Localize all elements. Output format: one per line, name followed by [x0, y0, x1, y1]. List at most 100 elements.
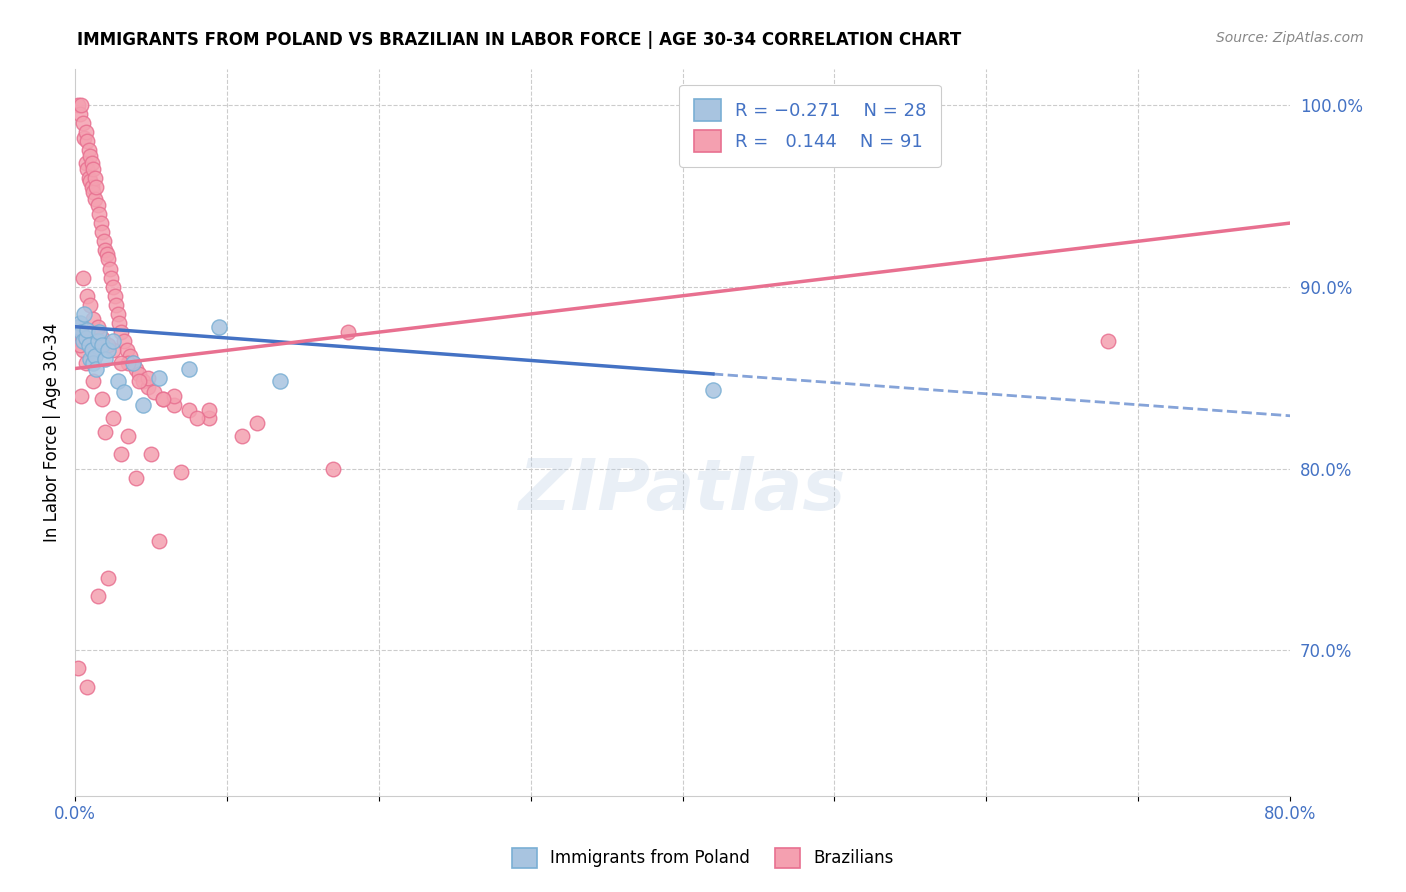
Point: [69, 338, 91, 352]
Point: [117, 356, 139, 370]
Point: [128, 367, 150, 381]
Point: [152, 392, 174, 407]
Point: [82, 312, 104, 326]
Point: [69, 316, 91, 330]
Point: [110, 447, 132, 461]
Point: [70, 389, 93, 403]
Point: [322, 461, 344, 475]
Point: [170, 465, 193, 479]
Point: [69, 325, 91, 339]
Point: [84, 361, 107, 376]
Legend: R = −0.271    N = 28, R =   0.144    N = 91: R = −0.271 N = 28, R = 0.144 N = 91: [679, 85, 941, 167]
Point: [197, 410, 219, 425]
Point: [101, 410, 124, 425]
Point: [82, 356, 104, 370]
Point: [197, 403, 219, 417]
Point: [91, 225, 114, 239]
Point: [132, 398, 155, 412]
Legend: Immigrants from Poland, Brazilians: Immigrants from Poland, Brazilians: [505, 841, 901, 875]
Point: [148, 370, 170, 384]
Point: [101, 343, 124, 358]
Point: [77, 170, 100, 185]
Point: [93, 234, 115, 248]
Point: [79, 174, 101, 188]
Point: [91, 338, 114, 352]
Point: [94, 425, 117, 439]
Point: [73, 307, 96, 321]
Point: [91, 392, 114, 407]
Point: [1097, 334, 1119, 349]
Point: [269, 374, 291, 388]
Point: [121, 356, 143, 370]
Point: [87, 198, 110, 212]
Point: [72, 334, 94, 349]
Point: [128, 374, 150, 388]
Point: [89, 325, 111, 339]
Point: [70, 334, 93, 349]
Point: [87, 319, 110, 334]
Point: [70, 98, 93, 112]
Point: [87, 589, 110, 603]
Point: [107, 374, 129, 388]
Point: [98, 261, 121, 276]
Point: [91, 330, 114, 344]
Point: [77, 338, 100, 352]
Text: Source: ZipAtlas.com: Source: ZipAtlas.com: [1216, 31, 1364, 45]
Point: [80, 343, 103, 358]
Point: [103, 289, 125, 303]
Point: [76, 680, 98, 694]
Point: [83, 170, 105, 185]
Point: [79, 298, 101, 312]
Point: [84, 179, 107, 194]
Point: [118, 349, 141, 363]
Point: [83, 349, 105, 363]
Point: [702, 384, 724, 398]
Point: [136, 370, 159, 384]
Point: [148, 534, 170, 549]
Point: [117, 429, 139, 443]
Point: [69, 107, 91, 121]
Point: [77, 144, 100, 158]
Point: [100, 270, 122, 285]
Point: [112, 385, 135, 400]
Point: [73, 330, 96, 344]
Point: [72, 270, 94, 285]
Point: [76, 323, 98, 337]
Point: [110, 325, 132, 339]
Point: [105, 298, 128, 312]
Point: [115, 343, 138, 358]
Point: [70, 325, 93, 339]
Point: [67, 661, 90, 675]
Point: [125, 470, 148, 484]
Point: [125, 361, 148, 376]
Point: [67, 98, 90, 112]
Point: [108, 316, 131, 330]
Point: [246, 416, 269, 430]
Point: [163, 389, 186, 403]
Point: [101, 279, 124, 293]
Point: [96, 247, 118, 261]
Point: [75, 330, 97, 344]
Point: [82, 161, 104, 176]
Point: [73, 130, 96, 145]
Point: [75, 156, 97, 170]
Point: [143, 385, 166, 400]
Point: [67, 319, 90, 334]
Point: [82, 374, 104, 388]
Point: [80, 156, 103, 170]
Text: IMMIGRANTS FROM POLAND VS BRAZILIAN IN LABOR FORCE | AGE 30-34 CORRELATION CHART: IMMIGRANTS FROM POLAND VS BRAZILIAN IN L…: [77, 31, 962, 49]
Point: [97, 252, 120, 267]
Point: [76, 289, 98, 303]
Point: [89, 207, 111, 221]
Point: [90, 216, 112, 230]
Point: [79, 352, 101, 367]
Point: [139, 447, 162, 461]
Point: [97, 338, 120, 352]
Point: [82, 185, 104, 199]
Point: [94, 244, 117, 258]
Point: [110, 356, 132, 370]
Point: [76, 134, 98, 148]
Point: [121, 356, 143, 370]
Point: [75, 125, 97, 139]
Point: [208, 319, 231, 334]
